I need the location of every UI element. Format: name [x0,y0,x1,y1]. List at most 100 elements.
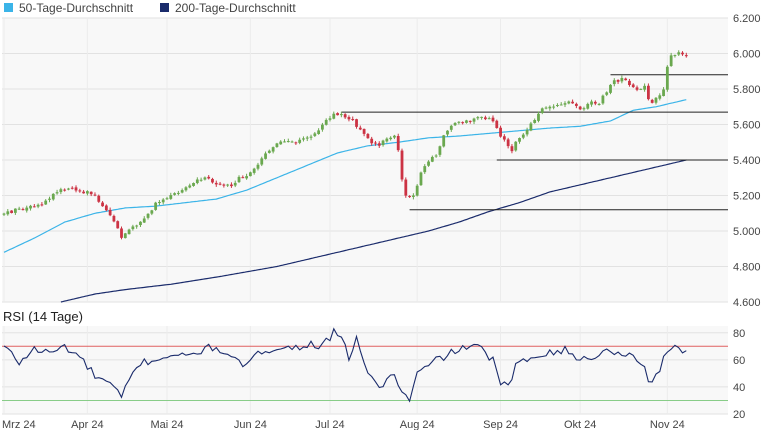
candlestick-series [2,50,688,240]
rsi-tick-label: 60 [733,355,745,367]
candle-body [438,146,442,155]
candle-body [78,190,82,192]
x-tick-label: Mrz 24 [2,419,36,430]
x-tick-label: Jul 24 [315,419,344,430]
candle-body [643,85,647,90]
candle-body [385,138,389,142]
candle-body [673,55,677,57]
candle-body [514,141,518,151]
legend-swatch-ma50 [4,3,13,12]
candle-body [74,187,78,191]
candle-body [267,150,271,153]
candle-body [29,205,32,209]
candle-body [252,168,256,173]
candle-body [662,89,665,97]
candle-body [21,209,25,211]
candle-body [631,84,635,88]
candle-body [195,179,199,184]
candle-body [139,221,142,226]
candle-body [578,106,582,110]
candle-body [55,192,59,194]
candle-body [233,182,237,186]
price-tick-label: 4.600 [733,297,761,309]
candle-body [104,205,108,211]
candle-body [449,125,453,130]
candle-body [317,130,321,135]
candle-body [628,80,631,85]
candle-body [286,141,290,143]
candle-body [593,101,597,104]
candle-body [669,55,673,66]
candle-body [468,120,472,122]
candle-body [646,85,650,100]
candle-body [635,87,639,90]
candle-body [590,101,593,105]
candle-body [571,101,574,104]
candle-body [491,117,495,122]
candle-body [355,119,358,127]
x-tick-label: Apr 24 [71,419,103,430]
rsi-y-axis: 80 60 40 20 [733,328,745,421]
x-tick-label: Mai 24 [150,419,183,430]
candle-body [559,104,563,106]
candle-body [120,228,123,238]
candle-body [108,209,112,216]
price-tick-label: 6.000 [733,49,761,61]
candle-body [529,123,533,131]
rsi-panel-background [2,326,728,414]
candle-body [51,193,55,200]
candle-body [101,202,104,207]
candle-body [89,191,93,195]
candle-body [374,142,377,144]
candle-body [537,113,540,121]
candle-body [294,142,298,144]
candle-body [192,183,195,186]
candle-body [245,176,248,179]
candle-body [305,137,309,139]
candle-body [176,192,180,194]
candle-body [434,155,438,157]
rsi-title: RSI (14 Tage) [3,309,83,324]
candle-body [430,156,434,162]
candle-body [393,135,396,138]
candle-body [313,133,317,136]
candle-body [446,130,449,135]
rsi-tick-label: 80 [733,328,745,340]
rsi-series [3,327,687,403]
candle-body [188,185,192,188]
candle-body [480,116,484,118]
candle-body [351,118,355,120]
candle-body [419,172,423,186]
x-tick-label: Sep 24 [483,419,518,430]
candle-body [650,99,654,103]
x-tick-label: Jun 24 [234,419,267,430]
price-tick-label: 5.000 [733,226,761,238]
candle-body [597,103,601,105]
candle-body [63,189,67,191]
candle-body [226,184,230,186]
candle-body [17,208,21,210]
candle-body [10,210,13,214]
candle-body [161,199,165,203]
candle-body [548,106,552,109]
price-tick-label: 5.400 [733,155,761,167]
candle-body [427,161,430,166]
candle-body [612,80,616,85]
candle-body [271,147,275,152]
candle-body [241,177,245,179]
candle-body [214,182,218,185]
candle-body [180,190,184,193]
candle-body [521,134,525,138]
candle-body [13,208,17,213]
price-tick-label: 5.800 [733,84,761,96]
legend-label-ma50: 50-Tage-Durchschnitt [19,1,134,15]
candle-body [116,221,120,229]
candle-body [525,130,529,135]
candle-body [377,143,381,146]
candle-body [677,52,681,55]
candle-body [199,179,203,181]
price-gridlines [2,17,728,303]
candle-body [211,178,214,183]
candle-body [154,202,158,210]
